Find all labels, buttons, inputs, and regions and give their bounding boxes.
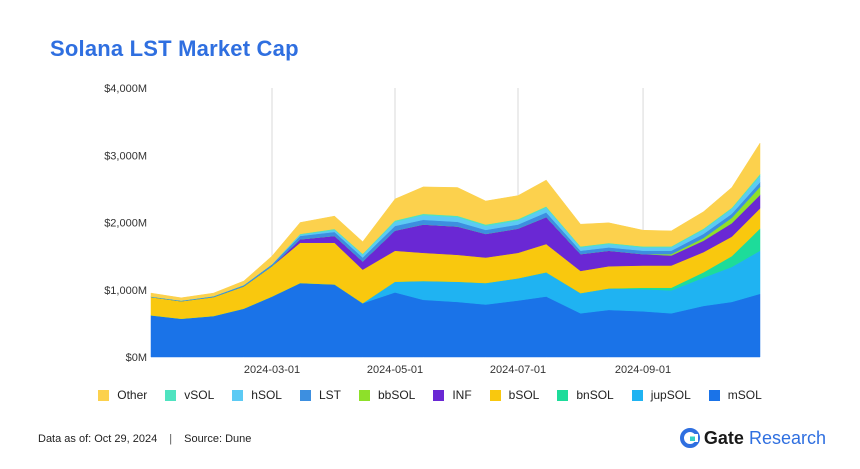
legend-swatch (232, 389, 244, 401)
data-as-of-text: Data as of: Oct 29, 2024 (38, 433, 158, 445)
x-tick-label: 2024-07-01 (490, 364, 546, 376)
legend-swatch (433, 389, 445, 401)
legend-swatch (489, 389, 501, 401)
legend-label: bnSOL (576, 388, 614, 402)
legend-swatch (631, 389, 643, 401)
gate-logo-icon (679, 428, 700, 448)
legend-item-hsol: hSOL (232, 388, 282, 402)
legend-label: Other (117, 388, 148, 402)
legend-swatch (708, 389, 720, 401)
area-other (150, 142, 761, 301)
footer-info: Data as of: Oct 29, 2024 | Source: Dune (38, 433, 251, 445)
legend-label: jupSOL (650, 388, 691, 402)
legend-swatch (165, 389, 177, 401)
legend-item-bbsol: bbSOL (358, 388, 416, 402)
legend-swatch (358, 389, 370, 401)
legend-label: bbSOL (377, 388, 416, 402)
legend-swatch (299, 389, 311, 401)
brand-suffix: Research (748, 427, 826, 448)
brand-mark: Gate Research (679, 427, 826, 449)
x-tick-label: 2024-05-01 (367, 364, 423, 376)
area-series (150, 142, 761, 358)
legend-item-vsol: vSOL (165, 388, 214, 402)
x-tick-label: 2024-03-01 (244, 364, 300, 376)
legend-label: LST (318, 388, 341, 402)
legend-item-bnsol: bnSOL (557, 388, 614, 402)
y-tick-label: $0M (126, 352, 147, 364)
y-axis-ticks: $0M $1,000M $2,000M $3,000M $4,000M (104, 83, 147, 364)
legend-item-inf: INF (433, 388, 472, 402)
stacked-area-chart: $0M $1,000M $2,000M $3,000M $4,000M 2024-03-… (104, 83, 761, 376)
legend-label: bSOL (508, 388, 540, 402)
legend-item-msol: mSOL (708, 388, 762, 402)
legend-label: mSOL (727, 388, 762, 402)
y-tick-label: $2,000M (104, 218, 147, 230)
legend-item-lst: LST (299, 388, 341, 402)
y-tick-label: $3,000M (104, 150, 147, 162)
source-text: Source: Dune (184, 433, 252, 445)
x-tick-label: 2024-09-01 (615, 364, 671, 376)
legend-swatch (98, 389, 110, 401)
x-axis-ticks: 2024-03-01 2024-05-01 2024-07-01 2024-09-01 (244, 364, 671, 376)
legend-label: INF (452, 388, 472, 402)
chart-legend: Other vSOL hSOL LST bbSOL INF bSOL bnSOL jupSOL m… (0, 388, 860, 402)
footer-separator: | (169, 433, 173, 445)
legend-label: vSOL (184, 388, 215, 402)
legend-item-other: Other (98, 388, 147, 402)
legend-item-jupsol: jupSOL (631, 388, 691, 402)
brand-name: Gate (703, 427, 744, 448)
legend-item-bsol: bSOL (489, 388, 540, 402)
y-tick-label: $1,000M (104, 285, 147, 297)
chart-title: Solana LST Market Cap (50, 36, 299, 61)
y-tick-label: $4,000M (104, 83, 147, 95)
legend-label: hSOL (251, 388, 282, 402)
legend-swatch (557, 389, 569, 401)
